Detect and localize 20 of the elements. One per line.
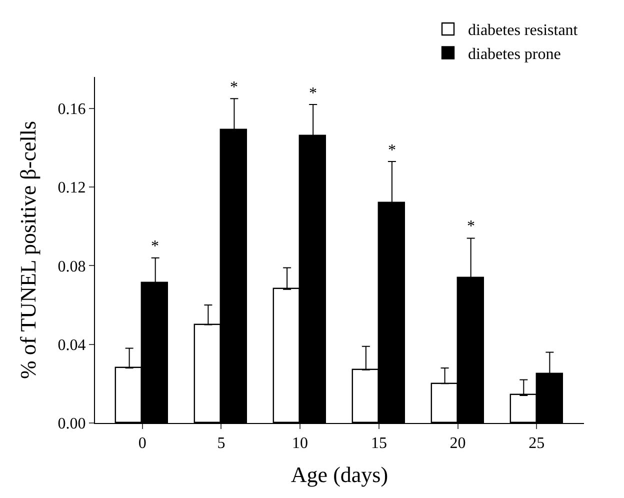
x-tick-label: 5 bbox=[217, 435, 226, 452]
legend-label: diabetes resistant bbox=[468, 22, 578, 40]
annotation: * bbox=[151, 238, 159, 255]
x-tick-label: 15 bbox=[370, 435, 387, 452]
y-axis-title: % of TUNEL positive β-cells bbox=[16, 120, 41, 380]
annotation: * bbox=[467, 218, 475, 235]
annotation: * bbox=[388, 142, 396, 159]
y-tick-label: 0.08 bbox=[58, 258, 86, 276]
y-tick-label: 0.00 bbox=[58, 416, 86, 433]
annotation: * bbox=[230, 79, 238, 96]
x-tick-label: 20 bbox=[450, 435, 466, 452]
y-tick-label: 0.12 bbox=[58, 180, 86, 197]
x-tick-label: 0 bbox=[138, 435, 146, 452]
x-tick-label: 10 bbox=[292, 435, 308, 452]
x-tick-label: 25 bbox=[528, 435, 545, 452]
x-axis-title: Age (days) bbox=[290, 462, 388, 488]
annotation: * bbox=[309, 85, 317, 102]
y-tick-label: 0.16 bbox=[58, 101, 86, 118]
y-tick-label: 0.04 bbox=[58, 336, 86, 354]
legend-label: diabetes prone bbox=[468, 46, 561, 64]
